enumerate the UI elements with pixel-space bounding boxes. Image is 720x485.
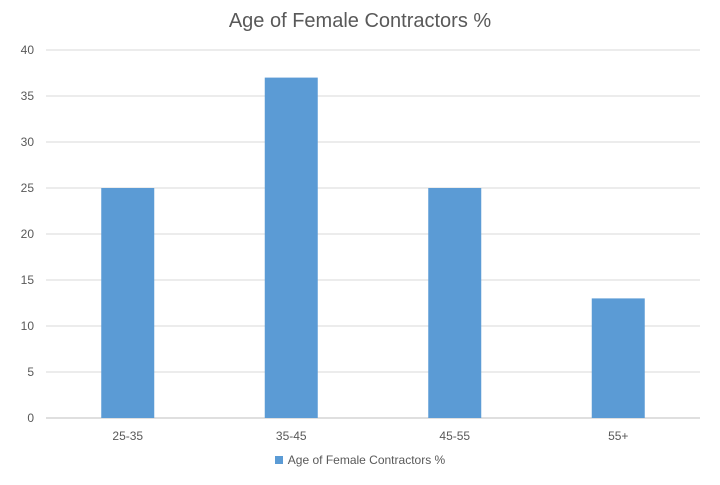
y-tick-label: 30 (21, 135, 35, 149)
y-tick-label: 35 (21, 89, 35, 103)
legend-swatch (274, 456, 283, 464)
bar-35-45 (264, 77, 318, 418)
x-tick-label: 35-45 (276, 429, 307, 443)
bar-55+ (591, 298, 645, 418)
y-tick-label: 0 (27, 411, 34, 425)
legend: Age of Female Contractors % (0, 453, 720, 467)
gridlines (46, 49, 700, 419)
bar-25-35 (101, 188, 155, 418)
x-tick-label: 25-35 (112, 429, 143, 443)
y-tick-label: 5 (27, 365, 34, 379)
x-axis-ticks: 25-35 35-45 45-55 55+ (112, 429, 628, 443)
bars (101, 77, 645, 418)
y-tick-label: 20 (21, 227, 35, 241)
y-tick-label: 40 (21, 43, 35, 57)
chart-title: Age of Female Contractors % (228, 10, 492, 32)
y-tick-label: 10 (21, 319, 35, 333)
bar-45-55 (428, 188, 482, 418)
x-tick-label: 55+ (608, 429, 628, 443)
legend-label: Age of Female Contractors % (287, 453, 446, 467)
x-tick-label: 45-55 (439, 429, 470, 443)
y-axis-ticks: 0 5 10 15 20 25 30 35 40 (21, 43, 35, 425)
y-tick-label: 25 (21, 181, 35, 195)
y-tick-label: 15 (21, 273, 35, 287)
